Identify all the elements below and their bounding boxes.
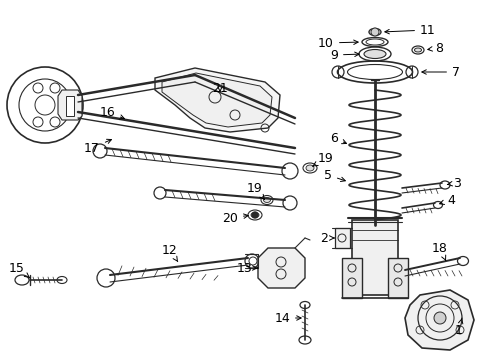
Polygon shape (58, 90, 82, 120)
Text: 9: 9 (329, 49, 358, 62)
Text: 15: 15 (9, 261, 30, 278)
Ellipse shape (305, 165, 313, 171)
Circle shape (433, 312, 445, 324)
Text: 11: 11 (384, 23, 435, 36)
Text: 6: 6 (329, 131, 346, 144)
Text: 12: 12 (162, 243, 178, 262)
Polygon shape (351, 220, 397, 295)
Text: 13: 13 (236, 261, 257, 274)
Text: 10: 10 (318, 36, 357, 50)
Text: 19: 19 (312, 152, 333, 166)
Polygon shape (162, 73, 271, 127)
Ellipse shape (15, 275, 29, 285)
Ellipse shape (250, 212, 259, 217)
Ellipse shape (298, 336, 310, 344)
Ellipse shape (414, 48, 421, 52)
Ellipse shape (361, 37, 387, 46)
Polygon shape (66, 96, 74, 116)
Text: 19: 19 (246, 181, 264, 199)
Text: 4: 4 (439, 194, 454, 207)
Polygon shape (258, 248, 305, 288)
Text: 7: 7 (421, 66, 459, 78)
Text: 2: 2 (320, 231, 333, 244)
Text: 16: 16 (99, 105, 124, 119)
Ellipse shape (457, 256, 468, 266)
Text: 18: 18 (431, 242, 447, 260)
Text: 5: 5 (324, 168, 345, 181)
Polygon shape (341, 258, 361, 298)
Text: 17: 17 (84, 139, 111, 154)
Text: 1: 1 (454, 318, 462, 337)
Ellipse shape (299, 302, 309, 309)
Circle shape (370, 28, 378, 36)
Text: 14: 14 (274, 311, 301, 324)
Polygon shape (404, 290, 473, 350)
Ellipse shape (368, 28, 380, 36)
Polygon shape (334, 228, 349, 248)
Polygon shape (155, 68, 280, 132)
Text: 3: 3 (447, 176, 460, 189)
Ellipse shape (363, 50, 385, 59)
Circle shape (251, 212, 258, 218)
Ellipse shape (263, 198, 270, 202)
Text: 20: 20 (222, 212, 248, 225)
Ellipse shape (439, 181, 449, 189)
Text: 21: 21 (212, 81, 227, 95)
Ellipse shape (433, 202, 442, 208)
Text: 8: 8 (427, 41, 442, 54)
Polygon shape (387, 258, 407, 298)
